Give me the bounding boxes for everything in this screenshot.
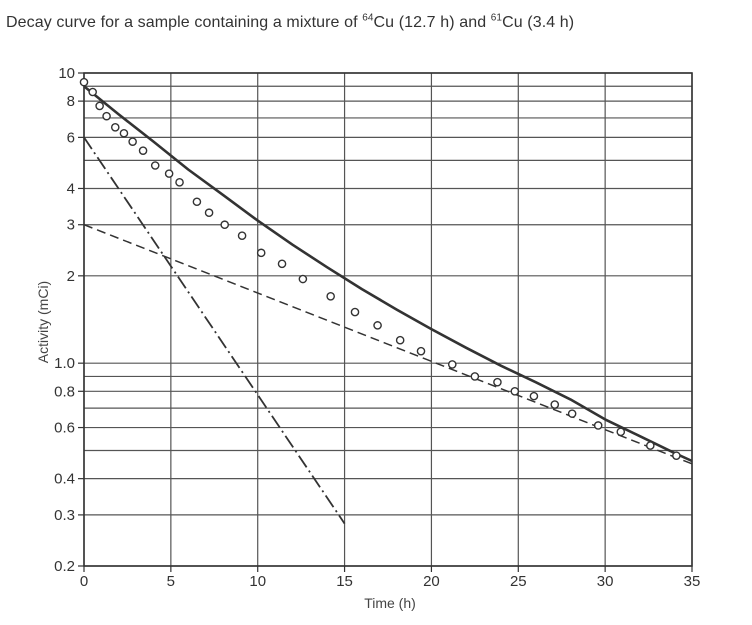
data-point: [79, 77, 89, 87]
x-tick-label: 25: [510, 573, 527, 590]
data-point: [416, 346, 426, 356]
tick-labels: 0 5 10 15 20 25 30 35 0.2 0.3 0.4 0.6 0.8 1.0 2 3 4 6 8 10: [54, 65, 700, 590]
y-tick-label: 0.2: [54, 558, 75, 575]
y-tick-label: 0.8: [54, 383, 75, 400]
data-point: [646, 441, 655, 450]
data-point: [470, 372, 480, 381]
title-isotope-64: Cu (12.7 h) and: [373, 14, 491, 31]
data-point: [110, 122, 120, 132]
isotope-61-mass: 61: [490, 12, 503, 24]
title-prefix: Decay curve for a sample containing a mi…: [6, 14, 363, 31]
data-point: [672, 451, 681, 460]
data-points: [79, 77, 681, 460]
data-point: [373, 321, 382, 330]
series-line-dash-dot: [83, 136, 346, 525]
data-point: [95, 101, 104, 111]
x-tick-label: 10: [249, 573, 266, 590]
y-tick-label: 2: [67, 268, 75, 285]
y-tick-label: 0.3: [54, 507, 75, 524]
data-point: [567, 409, 577, 418]
data-point: [138, 146, 148, 155]
x-tick-label: 0: [80, 573, 88, 590]
data-point: [529, 391, 539, 401]
data-point: [102, 111, 111, 121]
y-tick-label: 8: [67, 93, 75, 110]
x-tick-label: 20: [423, 573, 440, 590]
x-tick-label: 35: [684, 573, 701, 590]
data-point: [593, 421, 603, 430]
y-tick-label: 3: [67, 217, 75, 234]
y-tick-label: 0.6: [54, 420, 75, 437]
data-point: [350, 307, 360, 317]
grid: [83, 72, 693, 567]
data-point: [326, 292, 335, 301]
data-point: [119, 128, 129, 138]
y-tick-label: 10: [58, 65, 75, 82]
y-tick-label: 4: [67, 180, 75, 197]
data-point: [175, 178, 184, 187]
data-point: [204, 208, 214, 218]
data-point: [447, 360, 457, 369]
series: [83, 85, 693, 525]
data-point: [277, 259, 287, 269]
data-point: [395, 335, 405, 345]
data-point: [256, 248, 266, 258]
chart-title: Decay curve for a sample containing a mi…: [6, 12, 575, 32]
data-point: [510, 386, 520, 396]
y-tick-label: 6: [67, 129, 75, 146]
data-point: [550, 400, 560, 409]
y-tick-label: 0.4: [54, 471, 75, 488]
y-tick-label: 1.0: [54, 355, 75, 372]
data-point: [128, 137, 137, 146]
series-line-dashed: [83, 224, 693, 465]
plot-frame: [83, 72, 693, 567]
series-line-solid: [83, 85, 693, 463]
y-axis-label: Activity (mCi): [35, 281, 51, 363]
title-isotope-61: Cu (3.4 h): [502, 14, 575, 31]
data-point: [298, 274, 308, 284]
x-axis-label: Time (h): [364, 595, 416, 611]
data-point: [88, 87, 97, 97]
isotope-64-mass: 64: [362, 12, 374, 24]
x-tick-label: 5: [167, 573, 175, 590]
data-point: [237, 231, 247, 240]
data-point: [150, 161, 160, 170]
data-point: [220, 220, 230, 230]
x-tick-label: 15: [336, 573, 353, 590]
data-point: [164, 169, 174, 178]
data-point: [192, 197, 202, 207]
axes: [78, 72, 693, 572]
data-point: [616, 427, 626, 437]
x-tick-label: 30: [597, 573, 614, 590]
data-point: [493, 377, 502, 387]
